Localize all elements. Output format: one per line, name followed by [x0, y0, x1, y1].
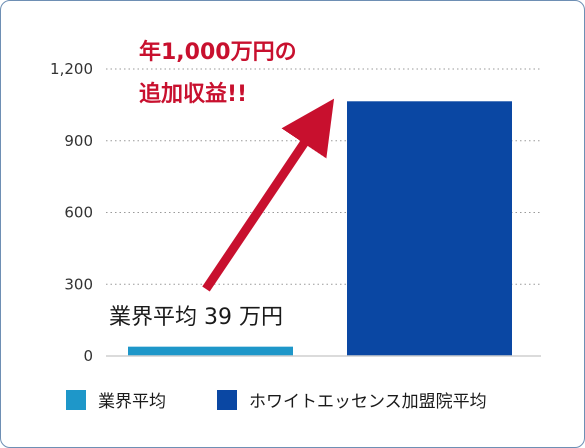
legend-label-series-1: 業界平均: [98, 392, 166, 412]
y-tick-label: 900: [64, 132, 93, 150]
y-tick-label: 600: [64, 204, 93, 222]
legend-label-series-2: ホワイトエッセンス加盟院平均: [249, 392, 487, 412]
series-1-data-label: 業界平均 39 万円: [109, 305, 283, 330]
bar-series-1: [128, 346, 293, 356]
legend: 業界平均 ホワイトエッセンス加盟院平均: [66, 390, 487, 412]
annotation-line-2: 追加収益!!: [139, 81, 247, 107]
bar-series-2: [347, 101, 512, 356]
annotation-line-1: 年1,000万円の: [139, 39, 297, 65]
y-tick-label: 1,200: [50, 60, 93, 78]
legend-swatch-series-1: [66, 390, 86, 410]
y-tick-label: 0: [83, 347, 93, 365]
legend-swatch-series-2: [217, 390, 237, 410]
growth-arrow: [202, 98, 335, 292]
y-tick-label: 300: [64, 275, 93, 293]
